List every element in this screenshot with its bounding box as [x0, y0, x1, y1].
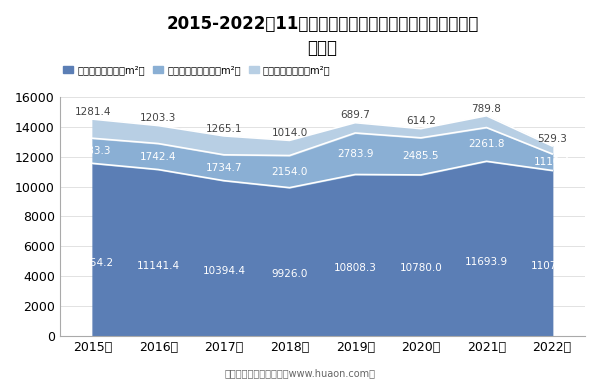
Text: 1683.3: 1683.3: [74, 146, 111, 156]
Text: 789.8: 789.8: [472, 103, 502, 114]
Text: 2783.9: 2783.9: [337, 149, 373, 159]
Text: 689.7: 689.7: [340, 111, 370, 120]
Text: 10394.4: 10394.4: [202, 266, 245, 276]
Text: 2154.0: 2154.0: [271, 166, 308, 177]
Text: 1014.0: 1014.0: [271, 128, 308, 138]
Text: 1203.3: 1203.3: [140, 113, 176, 124]
Text: 10780.0: 10780.0: [400, 263, 442, 273]
Text: 制图：华经产业研究院（www.huaon.com）: 制图：华经产业研究院（www.huaon.com）: [224, 368, 376, 378]
Text: 9926.0: 9926.0: [271, 269, 308, 279]
Legend: 住宅施工面积（万m²）, 住宅新开工面积（万m²）, 住宅竣工面积（万m²）: 住宅施工面积（万m²）, 住宅新开工面积（万m²）, 住宅竣工面积（万m²）: [59, 62, 334, 79]
Text: 1742.4: 1742.4: [140, 152, 176, 162]
Text: 2261.8: 2261.8: [468, 139, 505, 149]
Text: 2485.5: 2485.5: [403, 151, 439, 162]
Text: 1110.4: 1110.4: [534, 157, 571, 167]
Title: 2015-2022年11月内蒙古自治区商品住宅施工与竣工面积
统计图: 2015-2022年11月内蒙古自治区商品住宅施工与竣工面积 统计图: [166, 15, 479, 57]
Text: 1734.7: 1734.7: [206, 163, 242, 173]
Text: 1265.1: 1265.1: [206, 124, 242, 134]
Text: 529.3: 529.3: [537, 134, 567, 144]
Text: 11141.4: 11141.4: [137, 261, 180, 271]
Text: 11554.2: 11554.2: [71, 258, 114, 268]
Text: 1281.4: 1281.4: [74, 107, 111, 117]
Text: 10808.3: 10808.3: [334, 263, 377, 273]
Text: 614.2: 614.2: [406, 116, 436, 127]
Text: 11693.9: 11693.9: [465, 258, 508, 268]
Text: 11078.3: 11078.3: [530, 261, 574, 271]
